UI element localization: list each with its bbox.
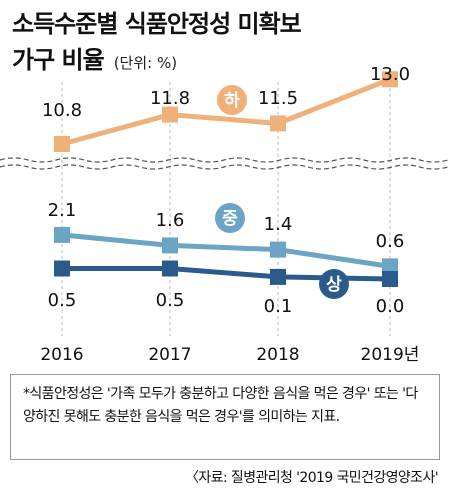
data-point-0-3 (382, 71, 398, 88)
data-label-0-1: 11.8 (150, 88, 190, 109)
x-tick-label-0: 2016 (40, 345, 83, 365)
x-tick-label-1: 2017 (148, 345, 191, 365)
unit-label: (단위: %) (113, 54, 178, 72)
data-label-2-2: 0.1 (264, 296, 293, 317)
series-name-2: 상 (326, 275, 342, 295)
data-label-0-0: 10.8 (42, 100, 82, 121)
footnote: *식품안정성은 '가족 모두가 충분하고 다양한 음식을 먹은 경우' 또는 '… (10, 374, 440, 460)
x-tick-label-2: 2018 (256, 345, 299, 365)
series-name-1: 중 (222, 209, 238, 229)
data-label-1-0: 2.1 (48, 200, 77, 221)
data-point-0-1 (162, 106, 178, 123)
data-point-1-2 (270, 241, 286, 258)
data-label-1-1: 1.6 (156, 210, 185, 231)
line-chart: 10.8 11.8 11.5 13.0 2.1 1.6 1.4 0.6 0.5 0.5 0.1 0.0… (0, 64, 449, 365)
chart-title: 소득수준별 식품안정성 미확보 (12, 10, 302, 38)
data-label-2-0: 0.5 (48, 290, 77, 311)
data-point-0-2 (270, 115, 286, 132)
data-point-1-1 (162, 237, 178, 254)
data-label-1-3: 0.6 (376, 231, 405, 252)
data-point-1-3 (382, 258, 398, 275)
data-label-2-1: 0.5 (156, 290, 185, 311)
data-point-2-0 (54, 260, 70, 277)
data-point-1-0 (54, 226, 70, 243)
series-line-1 (61, 232, 391, 269)
data-point-2-3 (382, 271, 398, 287)
chart-title-line2: 가구 비율 (단위: %) (12, 40, 177, 75)
series-badge-0 (217, 85, 247, 115)
source-label: 〈자료: 질병관리청 '2019 국민건강영양조사' (185, 470, 439, 486)
axis-break-top (0, 157, 449, 163)
series-line-0 (61, 76, 391, 147)
data-point-2-1 (162, 260, 178, 277)
data-label-0-2: 11.5 (258, 88, 298, 109)
series-badge-1 (215, 203, 245, 233)
data-label-1-2: 1.4 (264, 214, 293, 235)
data-point-2-2 (270, 268, 286, 285)
series-badge-2 (319, 269, 349, 299)
x-tick-label-3: 2019년 (361, 345, 420, 365)
series-name-0: 하 (224, 91, 240, 111)
data-label-0-3: 13.0 (370, 64, 410, 85)
data-label-2-3: 0.0 (376, 296, 405, 317)
axis-break-bottom (0, 164, 449, 170)
chart-title-text: 가구 비율 (12, 46, 105, 74)
data-point-0-0 (54, 136, 70, 152)
